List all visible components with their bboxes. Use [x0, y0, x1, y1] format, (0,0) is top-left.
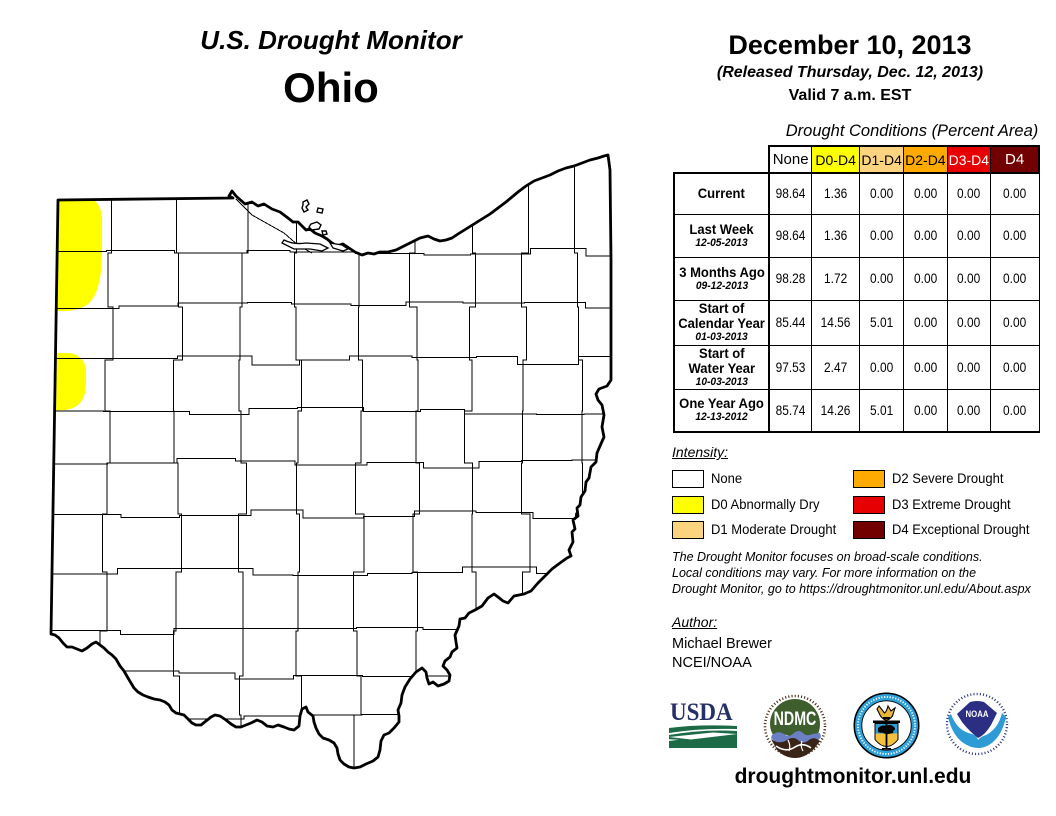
- svg-text:NOAA: NOAA: [966, 708, 990, 719]
- svg-text:NDMC: NDMC: [774, 708, 817, 730]
